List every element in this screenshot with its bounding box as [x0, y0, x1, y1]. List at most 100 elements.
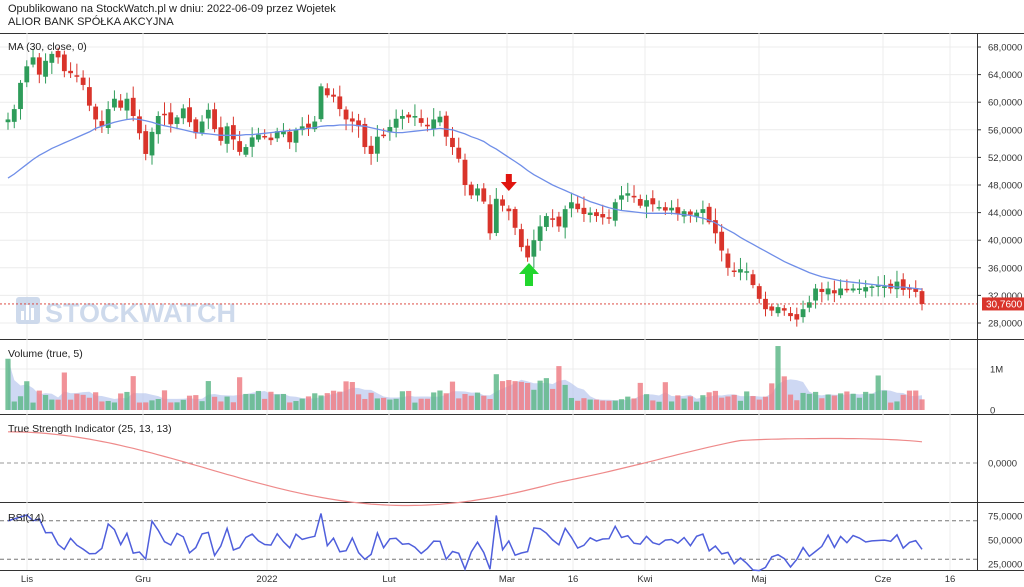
candle-body	[43, 60, 48, 77]
volume-bar	[838, 393, 844, 410]
candle-body	[644, 200, 649, 207]
volume-bar	[625, 396, 631, 410]
candle-body	[268, 137, 274, 141]
volume-tick-label: 1M	[990, 365, 1003, 376]
sell-arrow-shape	[500, 174, 517, 191]
candle-body	[813, 288, 818, 301]
volume-bar	[468, 395, 474, 410]
volume-bar	[68, 399, 74, 410]
tsi-label: True Strength Indicator (25, 13, 13)	[8, 423, 172, 435]
last-price-label: 30,7600	[986, 299, 1023, 310]
volume-bar	[36, 390, 42, 410]
candle-body	[374, 136, 380, 154]
candle-body	[844, 288, 850, 291]
volume-bar	[581, 398, 587, 410]
candle-body	[794, 314, 800, 320]
volume-bar	[769, 383, 775, 410]
volume-bar	[293, 401, 299, 410]
candle-body	[287, 131, 293, 143]
volume-bar	[287, 402, 293, 410]
time-tick-label: 16	[945, 574, 956, 585]
volume-bar	[650, 400, 656, 410]
candle-body	[11, 109, 17, 122]
volume-bar	[687, 396, 693, 410]
candle-body	[318, 86, 324, 120]
candle-body	[99, 121, 105, 127]
candle-body	[506, 208, 512, 212]
volume-bar	[30, 402, 36, 410]
volume-average-area	[8, 358, 922, 410]
volume-bar	[305, 396, 312, 410]
candle-body	[230, 125, 236, 140]
candle-body	[30, 57, 36, 65]
ma-line	[7, 118, 923, 290]
candle-body	[293, 129, 299, 143]
volume-bar	[668, 401, 675, 410]
volume-bar	[118, 393, 124, 410]
axes: 68,0000 64,0000 60,0000 56,0000 52,0000 48,00…	[21, 43, 1022, 586]
candle-body	[199, 121, 205, 133]
volume-bar	[224, 396, 230, 410]
candle-body	[487, 204, 493, 234]
candle-body	[706, 206, 712, 223]
candle-body	[500, 199, 505, 206]
volume-bar	[762, 396, 769, 410]
volume-bar	[211, 396, 218, 410]
volume-bar	[280, 393, 287, 410]
candle-body	[406, 114, 412, 118]
candle-body	[468, 184, 474, 196]
volume-bar	[493, 374, 499, 410]
volume-bar	[299, 398, 305, 410]
watermark-text: STOCKWATCH	[45, 298, 236, 328]
candle-body	[112, 98, 117, 108]
sell-signal-arrow	[500, 174, 517, 191]
candle-body	[512, 209, 518, 228]
volume-bar	[700, 395, 706, 410]
candle-body	[418, 118, 424, 123]
volume-bar	[643, 394, 650, 410]
candle-body	[769, 306, 775, 311]
volume-tick-label: 0	[990, 406, 995, 417]
candle-body	[600, 214, 606, 218]
candle-body	[831, 290, 837, 294]
candle-body	[18, 82, 23, 110]
candle-body	[725, 253, 731, 268]
volume-bar	[174, 402, 180, 410]
volume-bar	[725, 396, 731, 410]
volume-bar	[606, 400, 612, 410]
time-tick-label: 2022	[256, 574, 277, 585]
volume-bar	[656, 401, 662, 410]
time-tick-label: 16	[568, 574, 579, 585]
volume-bar	[268, 391, 274, 410]
volume-bar	[775, 346, 781, 410]
volume-bar	[93, 392, 99, 410]
volume-bar	[168, 402, 174, 410]
volume-bar	[512, 381, 518, 410]
volume-bar	[525, 383, 531, 410]
volume-bar	[719, 397, 725, 410]
candle-body	[875, 285, 881, 287]
candle-body	[919, 291, 925, 304]
volume-bar	[894, 401, 900, 410]
volume-bar	[556, 366, 562, 410]
volume-bar	[806, 393, 812, 410]
candle-body	[55, 50, 61, 58]
volume-bar	[600, 400, 606, 410]
volume-bar	[55, 399, 61, 410]
volume-bar	[568, 397, 575, 410]
candle-body	[531, 240, 537, 257]
tsi-tick-label: 0,0000	[988, 459, 1017, 470]
time-tick-label: Lut	[382, 574, 396, 585]
candle-body	[850, 288, 856, 291]
volume-bar	[193, 395, 199, 410]
volume-bar	[431, 392, 437, 410]
volume-bar	[612, 400, 618, 410]
candle-body	[412, 116, 418, 118]
volume-bar	[575, 400, 581, 410]
volume-bar	[537, 380, 543, 410]
candle-body	[399, 116, 405, 119]
volume-bar	[706, 392, 712, 410]
time-tick-label: Gru	[135, 574, 151, 585]
